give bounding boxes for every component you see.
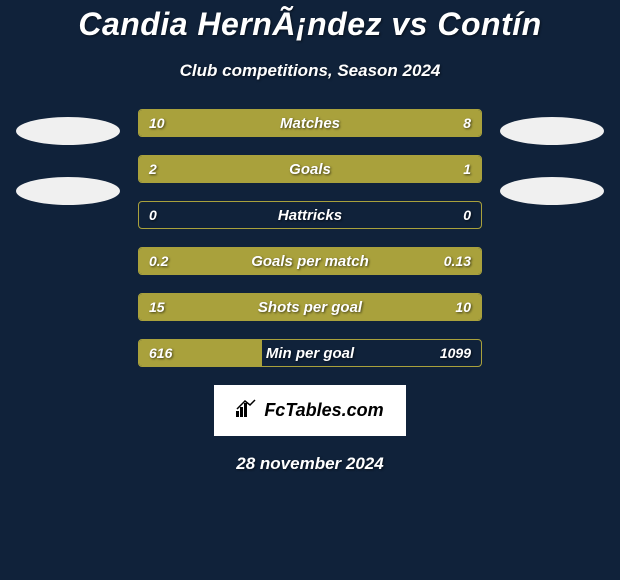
page-subtitle: Club competitions, Season 2024 <box>180 61 441 81</box>
bar-label: Hattricks <box>139 202 481 228</box>
bar-value-right: 8 <box>463 110 471 136</box>
right-player-badge <box>500 117 604 145</box>
bar-fill-right <box>327 110 481 136</box>
bar-value-right: 10 <box>455 294 471 320</box>
date-label: 28 november 2024 <box>236 454 383 474</box>
bar-value-right: 0.13 <box>444 248 471 274</box>
bar-value-right: 1099 <box>440 340 471 366</box>
right-team-badge <box>500 177 604 205</box>
bar-fill-left <box>139 156 368 182</box>
site-logo-text: FcTables.com <box>264 400 383 421</box>
bar-value-left: 616 <box>149 340 172 366</box>
bar-value-right: 1 <box>463 156 471 182</box>
left-player-badge <box>16 117 120 145</box>
bar-value-left: 10 <box>149 110 165 136</box>
bar-fill-left <box>139 110 327 136</box>
bar-row: 0 0Hattricks <box>138 201 482 229</box>
chart-area: 108Matches21Goals00Hattricks0.20.13Goals… <box>0 109 620 367</box>
bar-fill-right <box>276 294 481 320</box>
chart-icon <box>236 399 258 422</box>
right-player-column <box>488 109 616 205</box>
bar-value-left: 0.2 <box>149 248 168 274</box>
bar-row: 21Goals <box>138 155 482 183</box>
bar-value-left: 0 <box>149 202 157 228</box>
bar-row: 0.20.13Goals per match <box>138 247 482 275</box>
left-player-column <box>4 109 132 205</box>
left-team-badge <box>16 177 120 205</box>
root-container: Candia HernÃ¡ndez vs Contín Club competi… <box>0 0 620 474</box>
bar-row: 6161099Min per goal <box>138 339 482 367</box>
bar-value-left: 2 <box>149 156 157 182</box>
bars-column: 108Matches21Goals00Hattricks0.20.13Goals… <box>138 109 482 367</box>
page-title: Candia HernÃ¡ndez vs Contín <box>78 6 541 43</box>
bar-row: 1510Shots per goal <box>138 293 482 321</box>
bar-row: 108Matches <box>138 109 482 137</box>
bar-fill-left <box>139 248 344 274</box>
bar-value-right: 0 <box>463 202 471 228</box>
site-logo[interactable]: FcTables.com <box>214 385 405 436</box>
bar-value-left: 15 <box>149 294 165 320</box>
